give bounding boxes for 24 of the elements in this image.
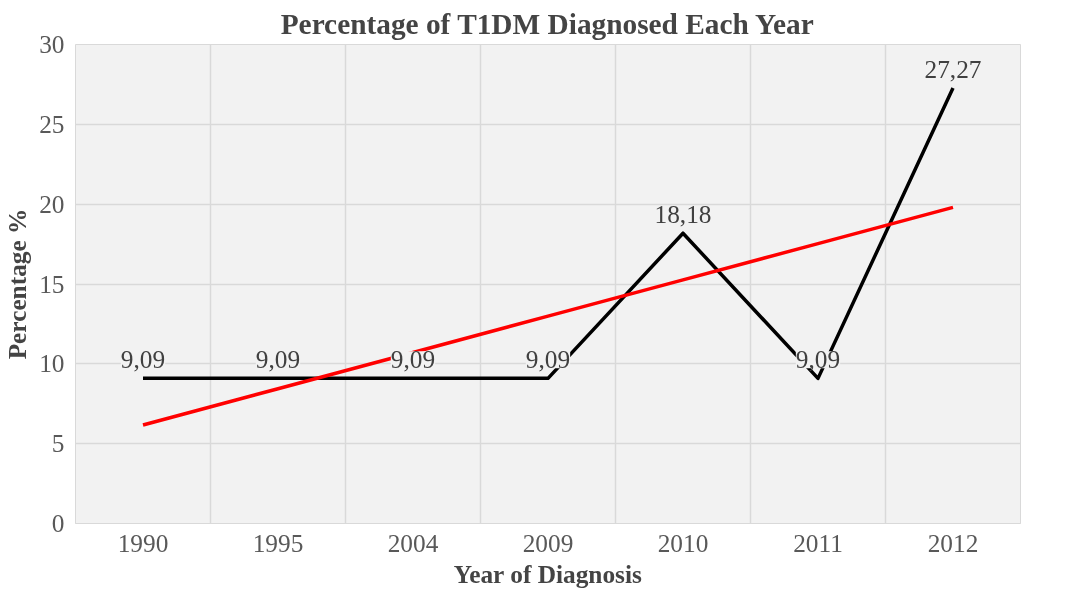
x-tick-label: 1990: [117, 528, 169, 557]
y-tick-label: 5: [51, 429, 65, 458]
x-tick-label: 2012: [927, 528, 979, 557]
x-tick-label: 2004: [387, 528, 439, 557]
data-label: 9,09: [255, 345, 301, 374]
chart-title: Percentage of T1DM Diagnosed Each Year: [280, 7, 814, 40]
data-label: 9,09: [390, 345, 436, 374]
data-label: 9,09: [525, 345, 571, 374]
y-axis-title: Percentage %: [3, 208, 32, 360]
data-label: 9,09: [120, 345, 166, 374]
y-tick-label: 20: [39, 189, 65, 218]
y-tick-label: 25: [39, 109, 65, 138]
x-tick-label: 1995: [252, 528, 304, 557]
x-tick-label: 2009: [522, 528, 574, 557]
x-axis-title: Year of Diagnosis: [453, 559, 642, 588]
data-label: 27,27: [924, 55, 982, 84]
y-tick-label: 0: [51, 509, 65, 537]
x-tick-label: 2010: [657, 528, 709, 557]
x-tick-label: 2011: [793, 528, 843, 557]
y-tick-label: 15: [39, 269, 65, 298]
data-label: 18,18: [654, 200, 712, 229]
data-label: 9,09: [795, 345, 841, 374]
y-tick-label: 10: [39, 349, 65, 378]
y-tick-label: 30: [39, 30, 65, 58]
